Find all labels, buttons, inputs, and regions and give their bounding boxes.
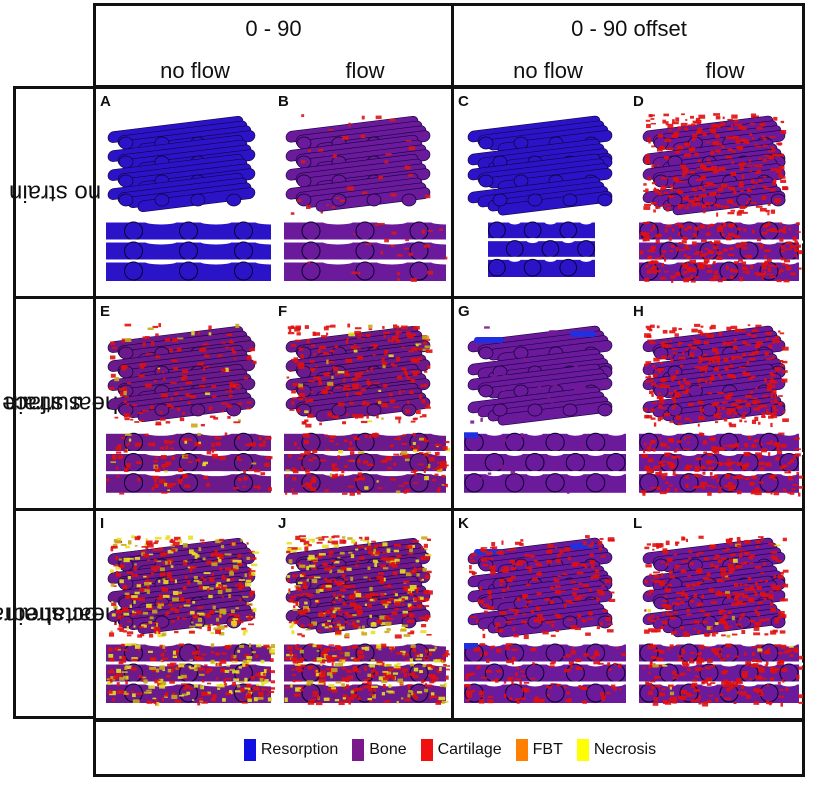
legend-item-necrosis: Necrosis [576, 739, 657, 761]
header-divider [451, 3, 454, 88]
scaffold-image [467, 115, 613, 280]
subheader-flow-2: flow [705, 58, 745, 83]
legend-swatch-bone [352, 739, 365, 761]
legend-label-cartilage: Cartilage [437, 741, 502, 758]
panel-a: A [100, 93, 275, 293]
legend: Resorption Bone Cartilage FBT Necrosis [95, 725, 805, 775]
legend-item-fbt: FBT [515, 739, 563, 761]
scaffold-image [106, 535, 275, 707]
scaffold-image [284, 114, 450, 284]
panel-letter: A [100, 93, 111, 110]
row-label-octahedral-shear-strain: octahedralshear strain [0, 601, 131, 629]
panel-letter: L [633, 515, 643, 532]
legend-label-resorption: Resorption [260, 741, 339, 758]
scaffold-image [639, 323, 803, 497]
row-divider-left-1 [13, 296, 96, 299]
legend-label-fbt: FBT [532, 741, 563, 758]
scaffold-image [284, 323, 450, 496]
panel-letter: I [100, 515, 105, 532]
panel-letter: H [633, 303, 644, 320]
subheader-flow-1: flow [345, 58, 385, 83]
panel-l: L [633, 515, 803, 715]
scaffold-image [284, 535, 450, 706]
group-title-0-90: 0 - 90 [245, 16, 302, 41]
legend-item-bone: Bone [352, 739, 407, 761]
subheader-no-flow-1: no flow [160, 58, 230, 83]
panel-letter: B [278, 93, 289, 110]
panel-letter: G [458, 303, 470, 320]
legend-swatch-fbt [515, 739, 528, 761]
scaffold-image [106, 115, 275, 284]
panel-letter: E [100, 303, 111, 320]
legend-label-bone: Bone [369, 741, 407, 758]
scaffold-image [464, 325, 630, 496]
grid-divider-vertical [451, 86, 454, 719]
panel-h: H [633, 303, 803, 505]
panel-letter: K [458, 515, 469, 532]
panel-d: D [633, 93, 803, 293]
panel-c: C [458, 93, 630, 293]
group-title-0-90-offset: 0 - 90 offset [571, 16, 687, 41]
row-label-surface-shear-strain: surface shear strain [2, 390, 131, 418]
scaffold-image [106, 323, 275, 496]
legend-item-resorption: Resorption [243, 739, 339, 761]
panel-g: G [458, 303, 630, 505]
scaffold-image [639, 535, 803, 707]
scaffold-image [639, 113, 803, 284]
legend-frame [93, 719, 805, 777]
panel-k: K [458, 515, 630, 715]
panel-letter: J [278, 515, 287, 532]
scaffold-image [464, 535, 630, 706]
panel-letter: C [458, 93, 469, 110]
legend-item-cartilage: Cartilage [420, 739, 502, 761]
grid-divider-row-2 [93, 508, 805, 511]
legend-swatch-cartilage [420, 739, 433, 761]
legend-label-necrosis: Necrosis [593, 741, 657, 758]
panel-letter: D [633, 93, 644, 110]
panel-e: E [100, 303, 275, 505]
panel-b: B [278, 93, 450, 293]
legend-swatch-resorption [243, 739, 256, 761]
row-label-no-strain: no strain [8, 179, 102, 207]
grid-divider-row-1 [93, 296, 805, 299]
panel-i: I [100, 515, 275, 715]
subheader-no-flow-2: no flow [513, 58, 583, 83]
row-divider-left-2 [13, 508, 96, 511]
panel-letter: F [278, 303, 288, 320]
panel-f: F [278, 303, 450, 505]
legend-swatch-necrosis [576, 739, 589, 761]
panel-j: J [278, 515, 450, 715]
